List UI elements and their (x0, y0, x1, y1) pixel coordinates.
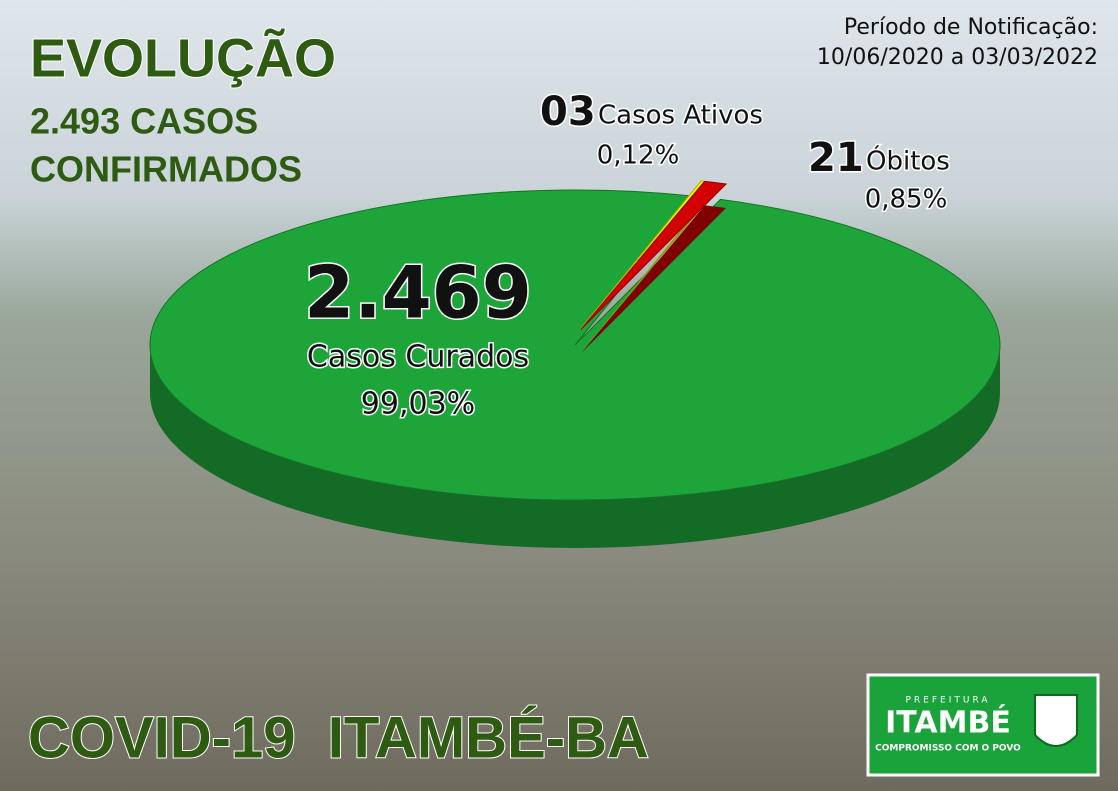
subtitle: 2.493 CASOS (30, 101, 258, 142)
value-label: 21 (808, 135, 864, 181)
footer: COVID-19 ITAMBÉ-BA (28, 705, 649, 770)
value-label: 2.469 (304, 251, 532, 335)
percent-label: 99,03% (361, 387, 475, 422)
percent-label: 0,12% (597, 141, 680, 171)
slice (149, 189, 1001, 501)
category-label: Casos Curados (307, 340, 529, 375)
value-label: 03 (540, 89, 596, 135)
period: 10/06/2020 a 03/03/2022 (817, 45, 1098, 70)
slice-side (580, 204, 705, 354)
slice-side (150, 345, 1000, 548)
logo-name: ITAMBÉ (885, 705, 1011, 741)
logo-motto: COMPROMISSO COM O POVO (875, 744, 1021, 754)
subtitle: CONFIRMADOS (30, 149, 302, 190)
category-label: Óbitos (866, 145, 950, 177)
slice (580, 180, 728, 330)
slice-side (580, 205, 727, 354)
period-label: Período de Notificação: (844, 15, 1098, 40)
logo-crest (1034, 694, 1078, 747)
percent-label: 0,85% (865, 185, 948, 215)
logo: PREFEITURA ITAMBÉ COMPROMISSO COM O POVO (866, 673, 1100, 777)
category-label: Casos Ativos (598, 101, 763, 131)
chart-title: EVOLUÇÃO (30, 28, 336, 88)
logo-top: PREFEITURA (905, 696, 990, 706)
